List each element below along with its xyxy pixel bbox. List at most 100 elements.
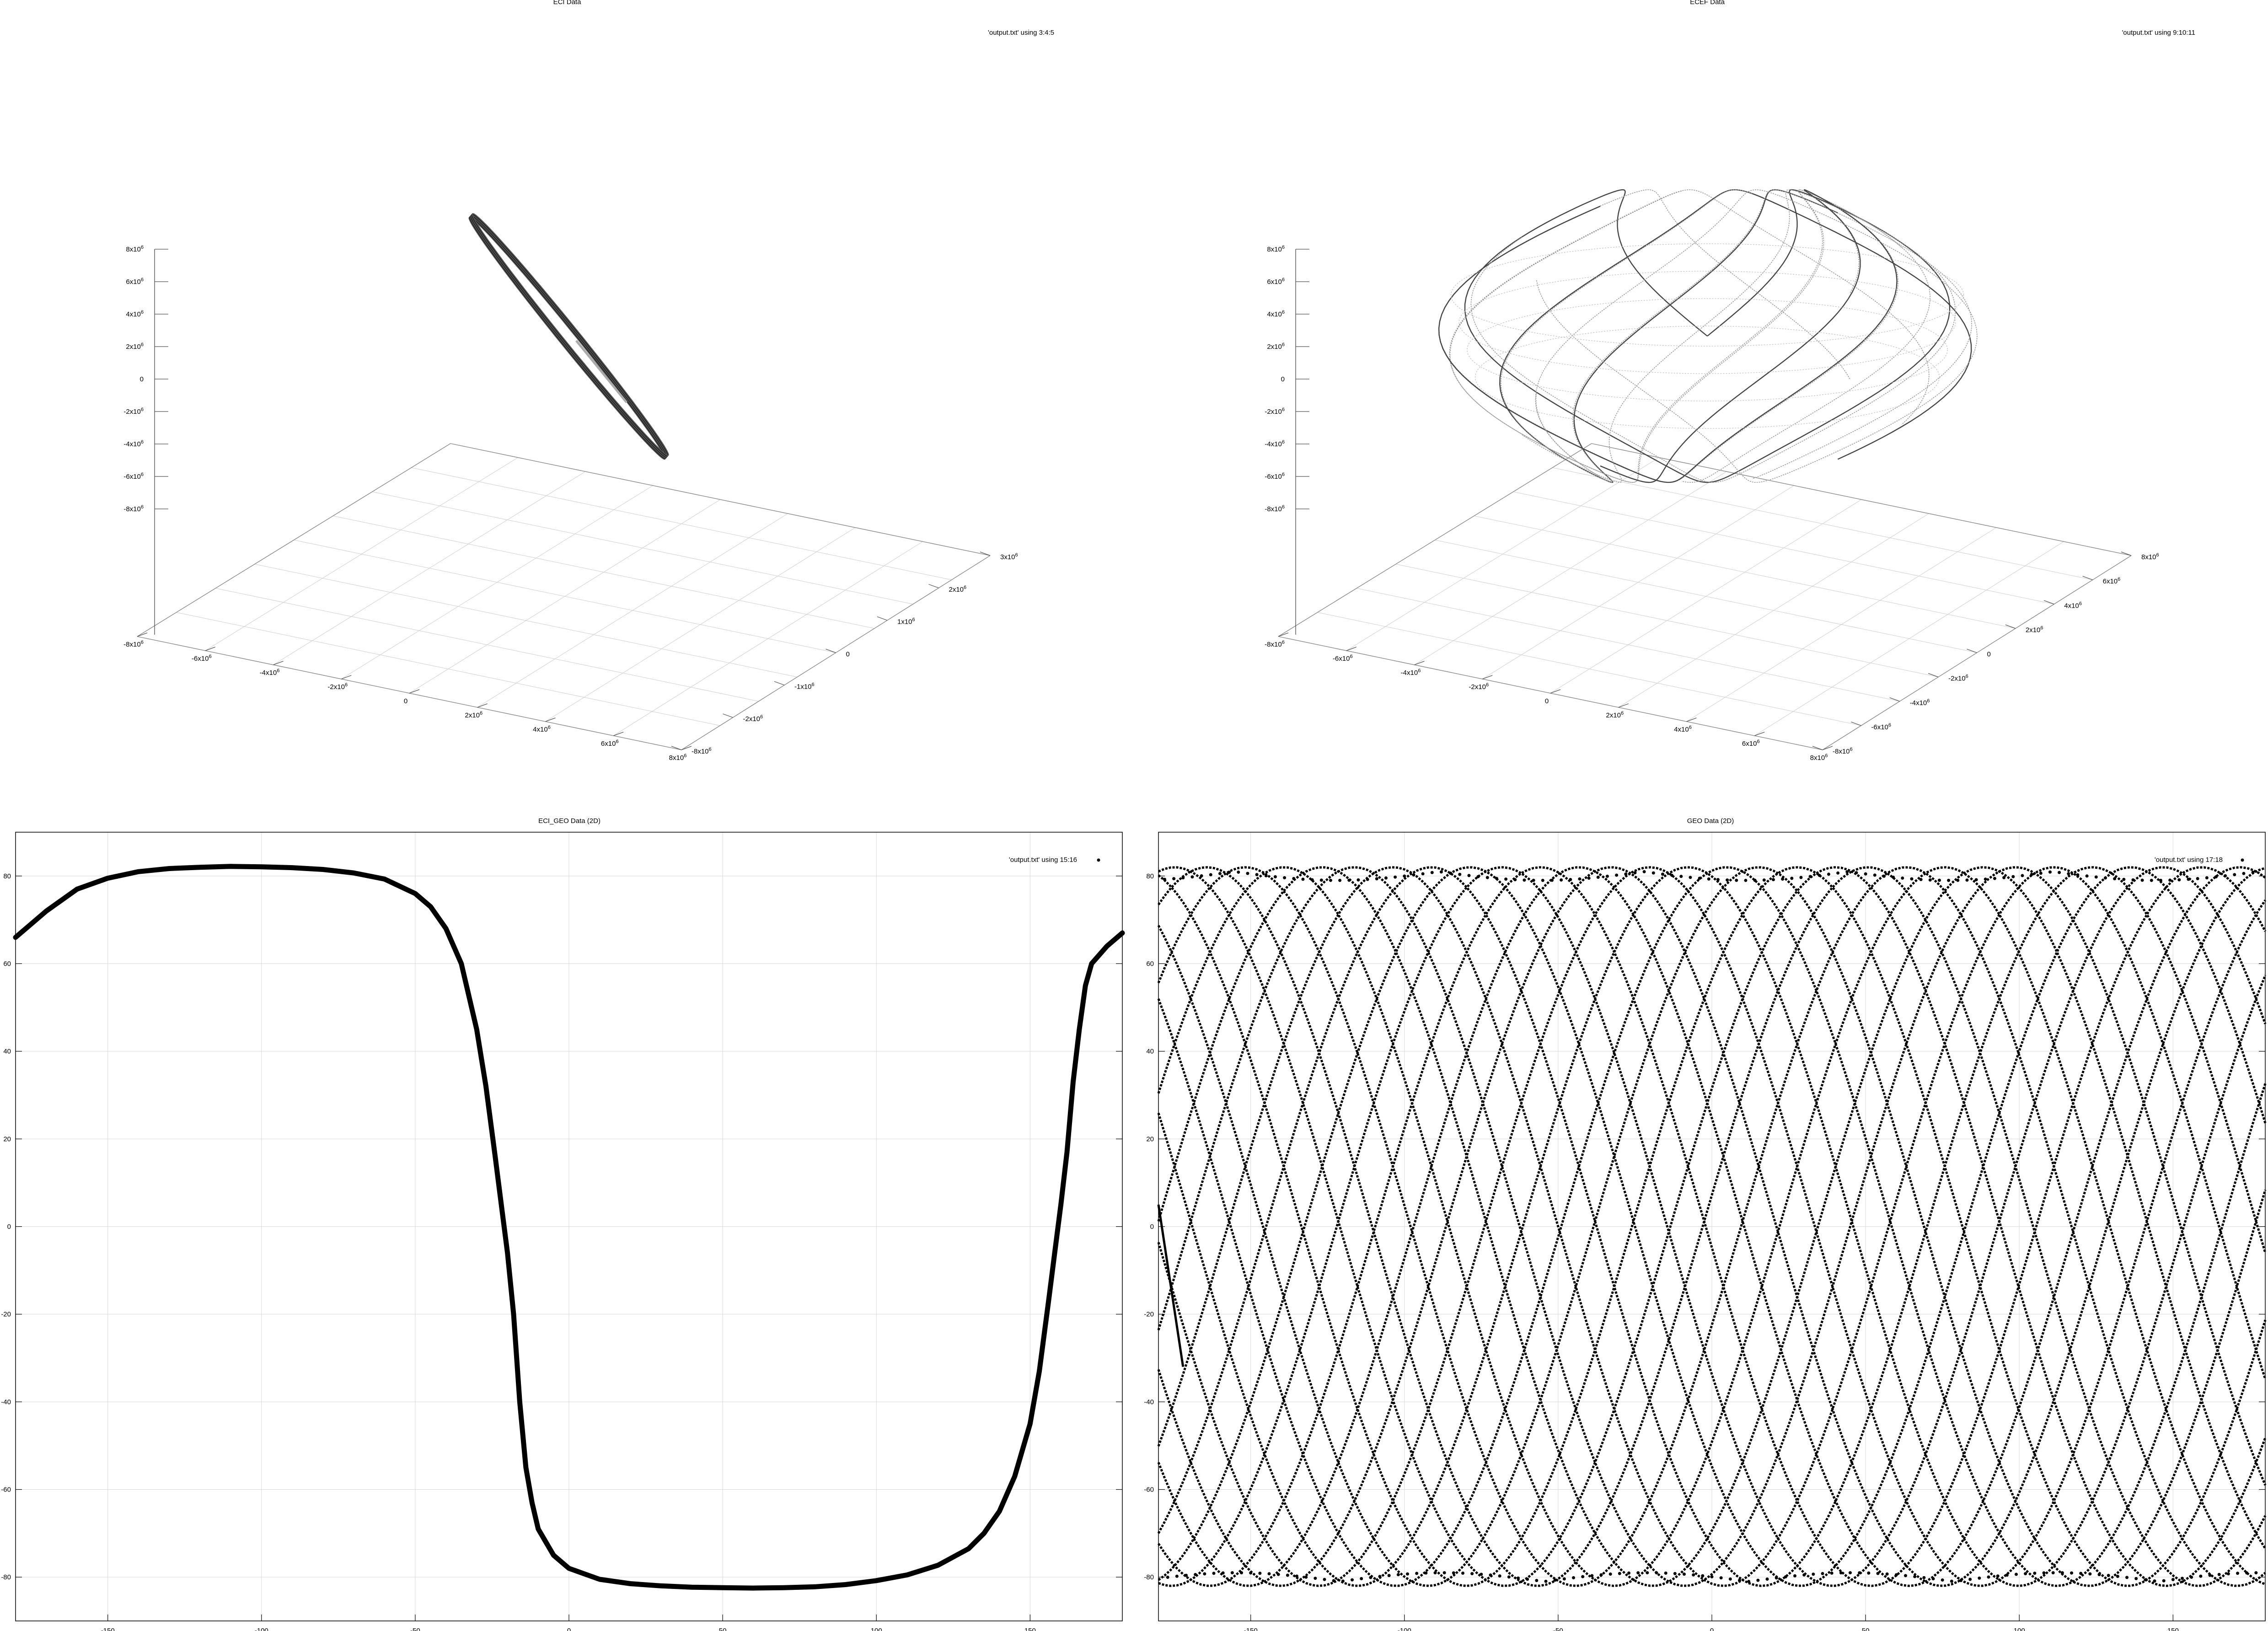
geo-polar-point xyxy=(2205,876,2209,880)
geo-polar-point xyxy=(1507,1575,1511,1579)
geo-polar-point xyxy=(1762,878,1766,882)
eci-geo-point xyxy=(905,1573,909,1577)
geo-polar-point xyxy=(2190,1575,2193,1579)
ecef-x-tick xyxy=(1346,647,1357,651)
geo-y-tick-label: 40 xyxy=(1146,1048,1154,1055)
geo-polar-point xyxy=(1956,878,1960,882)
eci-geo-point xyxy=(936,1563,940,1567)
eci-grid-line xyxy=(372,492,913,604)
ecef-z-tick-label: -2x106 xyxy=(1265,407,1285,416)
geo-polar-point xyxy=(1560,878,1563,882)
eci-y-tick xyxy=(980,551,991,556)
eci-geo-point xyxy=(475,1027,479,1032)
geo-polar-point xyxy=(1818,873,1821,877)
eg-x-tick-label: -50 xyxy=(410,1627,420,1631)
eci-grid-line xyxy=(613,541,923,736)
geo-polar-point xyxy=(1246,872,1249,875)
eci-x-tick xyxy=(409,689,420,694)
geo-polar-point xyxy=(1664,1571,1667,1575)
geo-ground-track-pass xyxy=(1157,866,2267,1587)
geo-y-tick-label: -40 xyxy=(1144,1398,1154,1406)
eci-x-tick xyxy=(273,661,284,665)
geo-polar-point xyxy=(1421,872,1425,876)
geo-polar-point xyxy=(1827,872,1830,876)
geo-polar-point xyxy=(1845,870,1849,874)
geo-polar-point xyxy=(1458,872,1462,876)
geo-polar-point xyxy=(1396,1573,1400,1577)
geo-polar-point xyxy=(1476,875,1480,878)
ecef-x-tick-label: -6x106 xyxy=(1333,654,1353,663)
eci-geo-ground-track xyxy=(13,864,1125,1591)
ecef-x-tick-label: -4x106 xyxy=(1401,668,1421,677)
ecef-grid-line xyxy=(1474,515,2016,629)
eci-orbit-ring xyxy=(472,213,669,456)
geo-track-start-segment xyxy=(1157,1204,1185,1367)
geo-ground-track-pass xyxy=(1157,866,2267,1587)
geo-polar-point xyxy=(1651,871,1655,875)
geo-polar-point xyxy=(1163,877,1166,881)
eci-geo-point xyxy=(444,926,448,930)
geo-polar-point xyxy=(1578,877,1582,881)
geo-polar-point xyxy=(1642,870,1646,873)
ecef-x-tick-label: 8x106 xyxy=(1810,753,1828,762)
geo-polar-point xyxy=(1670,873,1674,877)
eci-geo-point xyxy=(499,1203,504,1207)
eg-x-tick-label: -100 xyxy=(255,1627,268,1631)
geo-x-tick-label: 50 xyxy=(1862,1627,1870,1631)
eci-orbit-ring xyxy=(468,217,666,460)
geo-polar-point xyxy=(2002,876,2006,879)
geo-polar-point xyxy=(1913,1575,1917,1578)
geo-polar-point xyxy=(2015,1572,2018,1576)
ecef-y-tick xyxy=(2082,576,2093,580)
eg-x-tick-label: 0 xyxy=(567,1627,571,1631)
geo-polar-point xyxy=(1295,1574,1298,1578)
eg-x-tick-label: 50 xyxy=(719,1627,727,1631)
ecef-z-tick-label: 6x106 xyxy=(1267,277,1285,286)
geo-polar-point xyxy=(1765,1577,1769,1581)
geo-polar-point xyxy=(2162,1579,2166,1583)
geo-polar-point xyxy=(1596,876,1600,879)
eci-z-tick-label: 0 xyxy=(140,375,144,383)
geo-y-tick-label: -60 xyxy=(1144,1486,1154,1494)
eci-orbit-ring xyxy=(471,214,668,457)
geo-polar-point xyxy=(2021,874,2024,877)
geo-polar-point xyxy=(2236,1572,2239,1575)
ecef-x-tick xyxy=(1550,689,1561,694)
eci-geo-point xyxy=(690,1585,694,1589)
geo-polar-point xyxy=(1876,1572,1880,1575)
geo-polar-point xyxy=(2048,870,2052,874)
geo-polar-point xyxy=(1172,877,1176,881)
ecef-z-tick-label: -6x106 xyxy=(1265,472,1285,481)
geo-polar-point xyxy=(1240,1571,1243,1575)
geo-polar-point xyxy=(1332,1579,1335,1583)
geo-polar-point xyxy=(1304,1575,1308,1579)
geo-polar-point xyxy=(2060,1571,2064,1575)
geo-polar-point xyxy=(1221,1571,1225,1575)
geo-polar-point xyxy=(2159,878,2162,882)
eci-geo-point xyxy=(1046,1299,1051,1303)
ecef-orbit-traces xyxy=(1438,189,1978,483)
ecef-x-tick xyxy=(1754,732,1765,736)
eci-y-tick-label: 3x106 xyxy=(1000,552,1018,561)
ecef-y-tick-label: 8x106 xyxy=(2141,552,2159,561)
geo-polar-point xyxy=(1394,875,1397,879)
geo-polar-point xyxy=(1175,1574,1179,1578)
eci-geo-grid xyxy=(16,832,1122,1621)
ecef-x-tick-label: 4x106 xyxy=(1674,725,1692,733)
geo-polar-point xyxy=(1442,1571,1446,1575)
geo-polar-point xyxy=(1532,878,1535,882)
geo-polar-point xyxy=(1928,878,1932,882)
eg-y-tick-label: 80 xyxy=(3,872,11,880)
geo-polar-point xyxy=(1987,1575,1990,1579)
geo-polar-point xyxy=(1775,1576,1778,1580)
geo-y-tick-label: -20 xyxy=(1144,1310,1154,1318)
geo-y-tick-label: 60 xyxy=(1146,960,1154,968)
geo-polar-point xyxy=(1726,878,1729,882)
eci-geo-point xyxy=(982,1531,986,1535)
eci-grid-line xyxy=(333,515,874,629)
ecef-grid-line xyxy=(1754,541,2064,736)
ecef-y-tick-label: -8x106 xyxy=(1833,747,1853,755)
geo-polar-point xyxy=(1366,877,1369,881)
eci-geo-plot-border xyxy=(15,832,1123,1621)
geo-polar-point xyxy=(2039,872,2043,875)
